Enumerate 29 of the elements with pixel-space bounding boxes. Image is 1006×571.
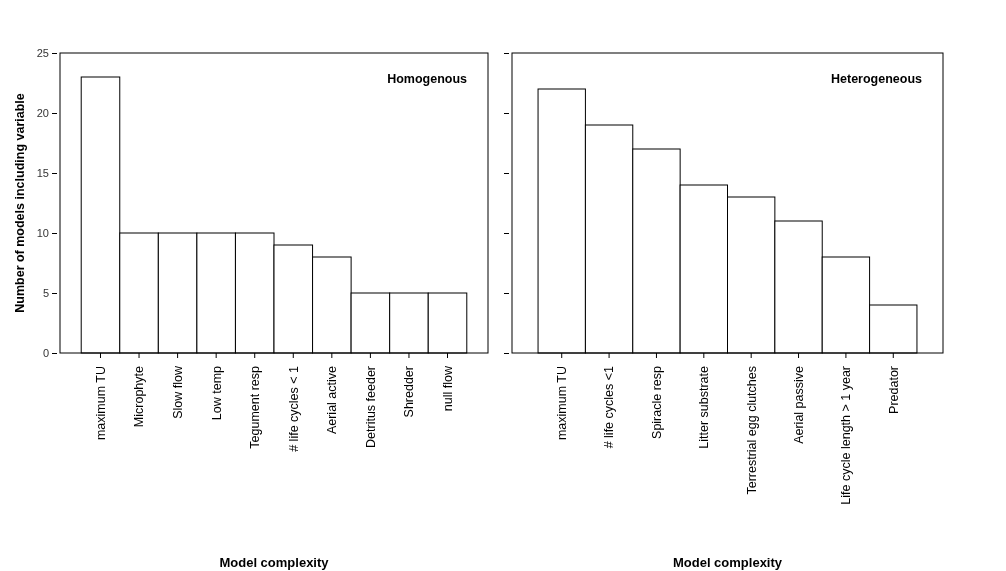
y-tick-label: 10 bbox=[36, 227, 49, 240]
x-axis-title: Model complexity bbox=[672, 555, 783, 570]
x-tick-label: # life cycles < 1 bbox=[286, 365, 301, 452]
x-tick-label: Aerial passive bbox=[791, 365, 806, 444]
x-axis-title: Model complexity bbox=[219, 555, 330, 570]
x-tick-label: maximum TU bbox=[555, 366, 570, 441]
x-tick-label: maximum TU bbox=[93, 366, 108, 441]
x-tick-label: Spiracle resp bbox=[649, 365, 664, 439]
x-tick-label: Slow flow bbox=[170, 365, 185, 419]
x-tick-label: Life cycle length > 1 year bbox=[839, 366, 854, 505]
x-tick-label: Low temp bbox=[209, 365, 224, 421]
x-tick-label: Tegument resp bbox=[248, 365, 263, 449]
x-tick-label: Shredder bbox=[402, 366, 417, 418]
y-tick-label: 25 bbox=[36, 47, 49, 60]
y-tick-label: 15 bbox=[36, 167, 49, 180]
y-tick-label: 0 bbox=[42, 347, 49, 360]
x-tick-label: Litter substrate bbox=[697, 365, 712, 449]
x-tick-label: null flow bbox=[440, 365, 455, 412]
y-tick-label: 5 bbox=[42, 287, 49, 300]
x-tick-label: Aerial active bbox=[325, 365, 340, 435]
text: Heterogeneous bbox=[831, 72, 923, 86]
x-tick-label: Terrestrial egg clutches bbox=[744, 366, 759, 495]
y-axis-title: Number of models including variable bbox=[13, 93, 27, 313]
x-tick-label: Detritus feeder bbox=[363, 366, 378, 448]
y-tick-label: 20 bbox=[36, 107, 49, 120]
text: Homogenous bbox=[387, 72, 468, 86]
x-tick-label: # life cycles <1 bbox=[602, 365, 617, 449]
x-tick-label: Microphyte bbox=[132, 365, 147, 428]
x-tick-label: Predator bbox=[886, 366, 901, 414]
